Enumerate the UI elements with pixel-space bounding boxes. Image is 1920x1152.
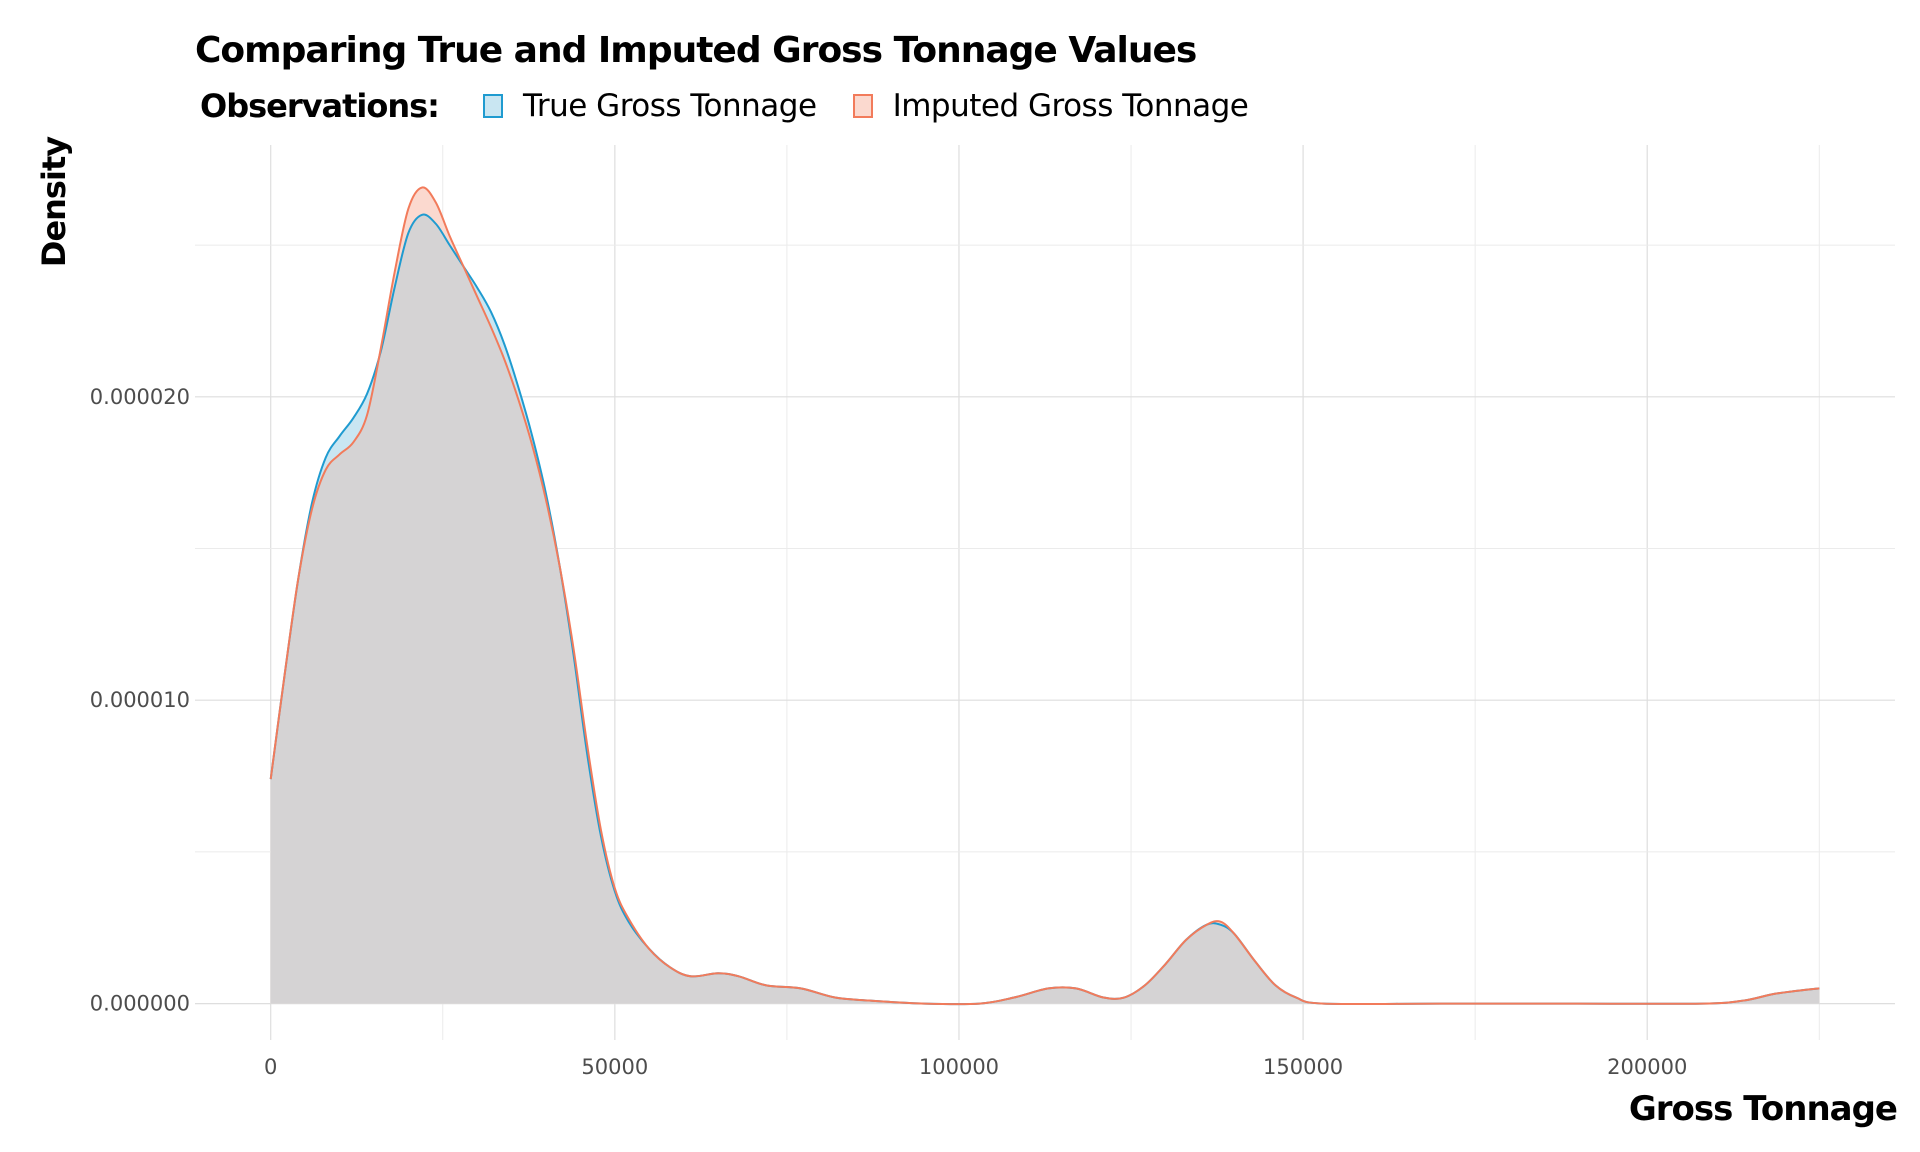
- x-tick-label: 50000: [581, 1055, 648, 1079]
- legend-label-true: True Gross Tonnage: [522, 88, 817, 124]
- density-series: [269, 186, 1820, 1006]
- y-tick-label: 0.000010: [90, 688, 190, 712]
- y-tick-labels: 0.000000 0.000010 0.000020: [90, 385, 190, 1016]
- y-tick-label: 0.000000: [90, 992, 190, 1016]
- imputed-gross-tonnage-line: [269, 186, 1820, 1006]
- x-tick-label: 150000: [1263, 1055, 1343, 1079]
- x-tick-labels: 0 50000 100000 150000 200000: [264, 1055, 1687, 1079]
- legend-item-true[interactable]: True Gross Tonnage: [482, 88, 817, 124]
- legend-key-true: [482, 94, 503, 118]
- y-tick-label: 0.000020: [90, 385, 190, 409]
- x-tick-label: 100000: [919, 1055, 999, 1079]
- legend-label-imputed: Imputed Gross Tonnage: [892, 88, 1249, 124]
- legend-item-imputed[interactable]: Imputed Gross Tonnage: [852, 88, 1249, 124]
- x-tick-label: 200000: [1607, 1055, 1687, 1079]
- overlap-area: [270, 214, 1820, 1005]
- x-tick-label: 0: [264, 1055, 277, 1079]
- legend-title: Observations:: [200, 87, 440, 125]
- chart-title: Comparing True and Imputed Gross Tonnage…: [195, 30, 1197, 71]
- legend: Observations: True Gross Tonnage Imputed…: [200, 84, 1284, 128]
- legend-key-imputed: [852, 94, 873, 118]
- x-axis-label: Gross Tonnage: [1628, 1089, 1898, 1129]
